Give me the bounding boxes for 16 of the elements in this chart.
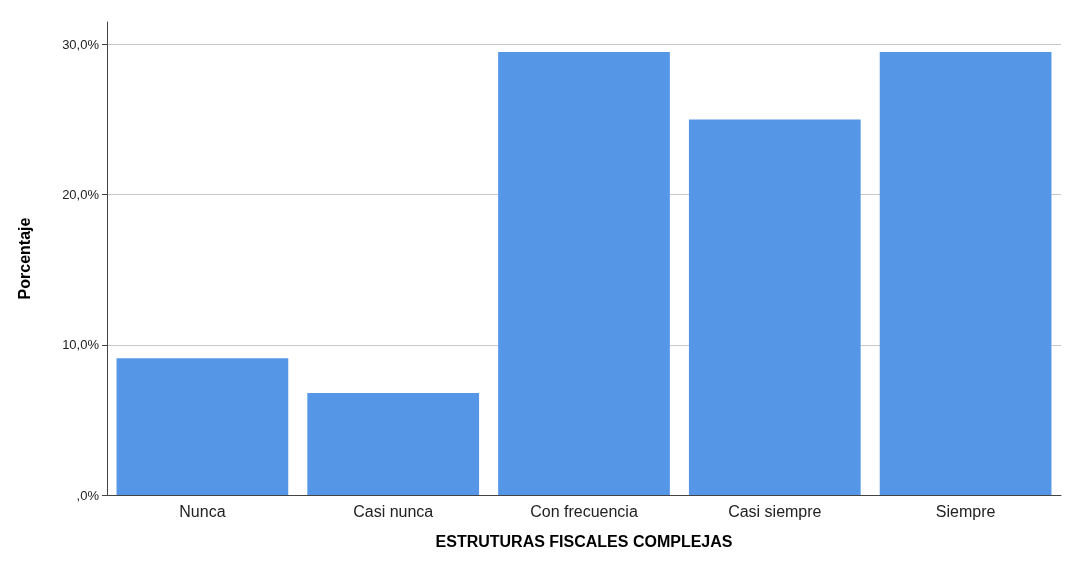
y-tick-label: 20,0% (62, 187, 100, 203)
x-tick-label: Casi nunca (353, 502, 434, 520)
x-tick-label: Nunca (179, 502, 226, 520)
y-tick-label: 10,0% (62, 337, 100, 353)
y-tick-label: ,0% (76, 487, 100, 503)
x-tick-label: Siempre (935, 502, 996, 520)
y-axis-title: Porcentaje (15, 217, 33, 300)
bar (879, 52, 1052, 495)
bar (116, 358, 289, 495)
x-tick-label: Con frecuencia (530, 502, 638, 520)
bar (498, 52, 670, 495)
bar (307, 392, 480, 495)
bar (688, 119, 861, 495)
x-axis-title: ESTRUTURAS FISCALES COMPLEJAS (435, 532, 733, 550)
y-tick-label: 30,0% (62, 37, 100, 53)
x-tick-label: Casi siempre (728, 502, 822, 520)
